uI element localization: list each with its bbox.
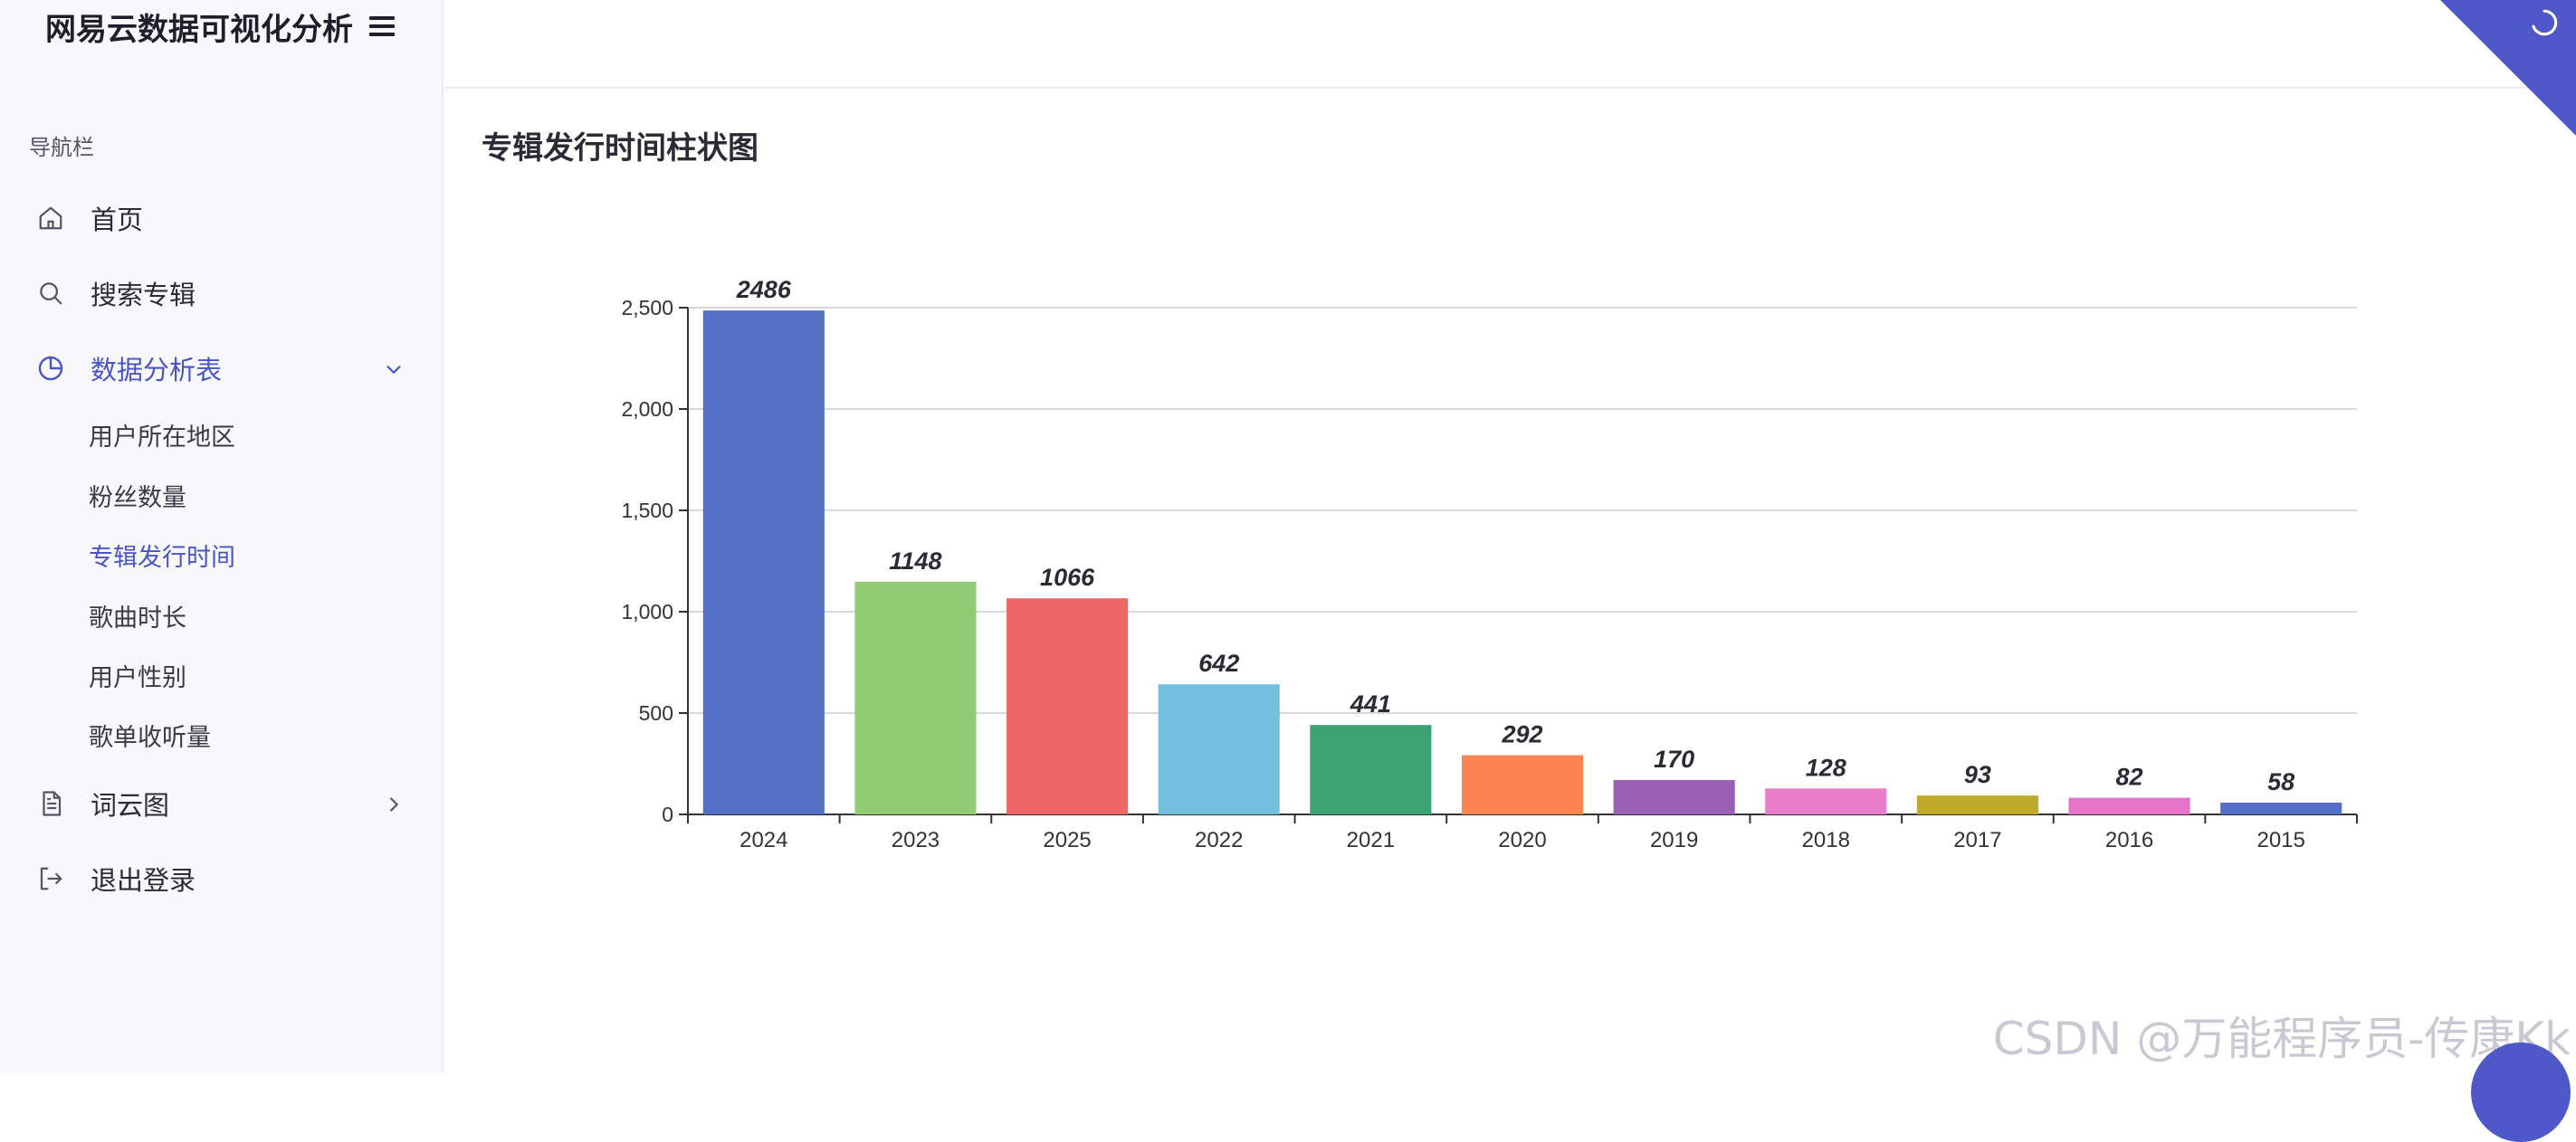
bar-value-label: 82 bbox=[2116, 764, 2143, 791]
search-icon bbox=[34, 277, 67, 309]
document-icon bbox=[34, 787, 67, 820]
chevron-down-icon[interactable] bbox=[382, 357, 405, 381]
chevron-right-icon[interactable] bbox=[382, 793, 405, 816]
x-tick-label: 2024 bbox=[739, 828, 787, 852]
menu-toggle-icon[interactable] bbox=[369, 16, 395, 36]
sub-item-user-gender[interactable]: 用户性别 bbox=[89, 663, 186, 692]
sidebar-item-logout[interactable]: 退出登录 bbox=[0, 849, 442, 909]
x-tick-label: 2023 bbox=[892, 828, 940, 852]
x-tick-label: 2022 bbox=[1195, 828, 1243, 852]
bar-2020[interactable] bbox=[1461, 755, 1584, 814]
bar-value-label: 58 bbox=[2267, 768, 2295, 795]
corner-badge[interactable] bbox=[2440, 0, 2576, 136]
floating-action-button[interactable] bbox=[2471, 1042, 2571, 1142]
bar-2023[interactable] bbox=[854, 581, 977, 814]
sidebar-item-search[interactable]: 搜索专辑 bbox=[0, 263, 442, 323]
bar-value-label: 170 bbox=[1654, 746, 1694, 773]
x-tick-label: 2017 bbox=[1953, 828, 2001, 852]
sidebar-item-label: 退出登录 bbox=[91, 865, 196, 896]
bar-2022[interactable] bbox=[1158, 684, 1280, 814]
bar-value-label: 1148 bbox=[889, 547, 941, 575]
bar-value-label: 2486 bbox=[736, 276, 792, 303]
sidebar-item-label: 数据分析表 bbox=[91, 355, 223, 385]
x-tick-label: 2025 bbox=[1043, 828, 1091, 852]
bar-value-label: 441 bbox=[1350, 690, 1391, 718]
logout-icon bbox=[34, 862, 67, 895]
brand: 网易云数据可视化分析 bbox=[45, 5, 395, 48]
bar-2016[interactable] bbox=[2068, 797, 2190, 814]
sidebar-item-label: 搜索专辑 bbox=[91, 280, 196, 310]
bar-value-label: 128 bbox=[1806, 754, 1846, 781]
bar-value-label: 642 bbox=[1198, 650, 1239, 677]
nav-caption: 导航栏 bbox=[29, 135, 94, 160]
x-tick-label: 2021 bbox=[1347, 828, 1395, 852]
bar-2025[interactable] bbox=[1007, 598, 1129, 814]
bar-2024[interactable] bbox=[702, 310, 825, 814]
watermark: CSDN @万能程序员-传康Kk bbox=[1992, 1013, 2571, 1065]
sub-item-song-duration[interactable]: 歌曲时长 bbox=[89, 604, 186, 633]
sub-item-playlist-plays[interactable]: 歌单收听量 bbox=[89, 723, 211, 752]
y-tick-label: 1,500 bbox=[621, 499, 673, 522]
top-bar bbox=[445, 0, 2576, 136]
sidebar-item-label: 词云图 bbox=[91, 790, 170, 821]
sidebar-item-label: 首页 bbox=[91, 205, 144, 235]
loading-icon bbox=[2532, 9, 2558, 36]
sub-item-user-region[interactable]: 用户所在地区 bbox=[89, 423, 235, 452]
home-icon bbox=[34, 202, 67, 234]
bar-2019[interactable] bbox=[1613, 779, 1735, 814]
bar-2015[interactable] bbox=[2220, 803, 2342, 814]
sidebar: 网易云数据可视化分析 导航栏 首页 搜索专辑 数据分析表 用户所在地区 粉丝数量… bbox=[0, 0, 444, 1073]
bar-value-label: 93 bbox=[1964, 761, 1991, 788]
sub-item-fans-count[interactable]: 粉丝数量 bbox=[89, 483, 186, 512]
app-title: 网易云数据可视化分析 bbox=[45, 11, 353, 48]
sidebar-item-word-cloud[interactable]: 词云图 bbox=[0, 774, 442, 833]
x-tick-label: 2015 bbox=[2256, 828, 2304, 852]
bar-value-label: 1066 bbox=[1040, 564, 1095, 591]
y-tick-label: 2,500 bbox=[621, 296, 673, 319]
y-tick-label: 0 bbox=[662, 803, 673, 826]
bar-2021[interactable] bbox=[1310, 725, 1432, 814]
bar-2017[interactable] bbox=[1916, 795, 2038, 814]
y-tick-label: 1,000 bbox=[621, 600, 673, 623]
bar-value-label: 292 bbox=[1501, 721, 1542, 748]
pie-chart-icon bbox=[34, 352, 67, 385]
x-tick-label: 2018 bbox=[1802, 828, 1850, 852]
sub-item-album-release-time[interactable]: 专辑发行时间 bbox=[89, 543, 235, 572]
y-tick-label: 2,000 bbox=[621, 397, 673, 421]
y-tick-label: 500 bbox=[639, 701, 673, 725]
page-title: 专辑发行时间柱状图 bbox=[482, 130, 758, 167]
sidebar-item-home[interactable]: 首页 bbox=[0, 188, 442, 248]
x-tick-label: 2020 bbox=[1498, 828, 1546, 852]
bar-2018[interactable] bbox=[1765, 788, 1887, 814]
x-tick-label: 2016 bbox=[2105, 828, 2153, 852]
x-tick-label: 2019 bbox=[1650, 828, 1698, 852]
sidebar-item-data-analysis[interactable]: 数据分析表 bbox=[0, 338, 442, 398]
bar-chart: 0 500 1,000 1,500 2,000 2,500 2486 2024 1148 202… bbox=[621, 276, 2358, 852]
